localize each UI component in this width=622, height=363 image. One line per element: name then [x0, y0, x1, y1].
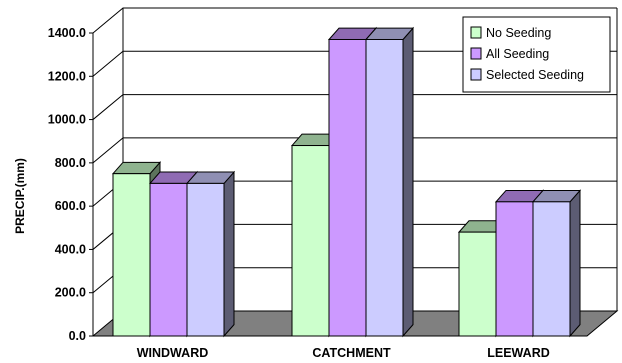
legend-box	[462, 16, 611, 93]
legend: No Seeding All Seeding Selected Seeding	[462, 16, 611, 93]
legend-label: Selected Seeding	[486, 68, 584, 82]
gridline	[92, 7, 617, 34]
y-tick-label: 1400.0	[48, 26, 86, 40]
legend-swatch	[470, 26, 482, 39]
bars	[111, 26, 582, 338]
legend-swatch	[470, 47, 482, 60]
bar	[531, 189, 582, 338]
x-tick-label: CATCHMENT	[312, 346, 391, 360]
legend-swatch	[470, 68, 482, 81]
x-tick-label: LEEWARD	[487, 346, 550, 360]
legend-label: No Seeding	[486, 26, 551, 40]
gridline	[92, 94, 617, 120]
y-axis-label: PRECIP.(mm)	[13, 158, 27, 234]
legend-label: All Seeding	[486, 47, 549, 61]
bar	[185, 170, 236, 338]
x-axis: WINDWARD CATCHMENT LEEWARD	[93, 335, 587, 360]
y-tick-label: 0.0	[69, 329, 86, 343]
y-tick-label: 200.0	[55, 286, 86, 300]
y-tick-label: 800.0	[55, 156, 86, 170]
y-axis: 0.0 200.0 400.0 600.0 800.0 1000.0 1200.0 1400.…	[48, 26, 94, 343]
gridline	[92, 137, 617, 164]
bar	[364, 26, 415, 338]
y-tick-label: 600.0	[55, 199, 86, 213]
y-tick-label: 1000.0	[48, 113, 86, 127]
gridline	[92, 50, 617, 77]
y-tick-label: 1200.0	[48, 69, 86, 83]
x-tick-label: WINDWARD	[137, 346, 209, 360]
y-tick-label: 400.0	[55, 242, 86, 256]
